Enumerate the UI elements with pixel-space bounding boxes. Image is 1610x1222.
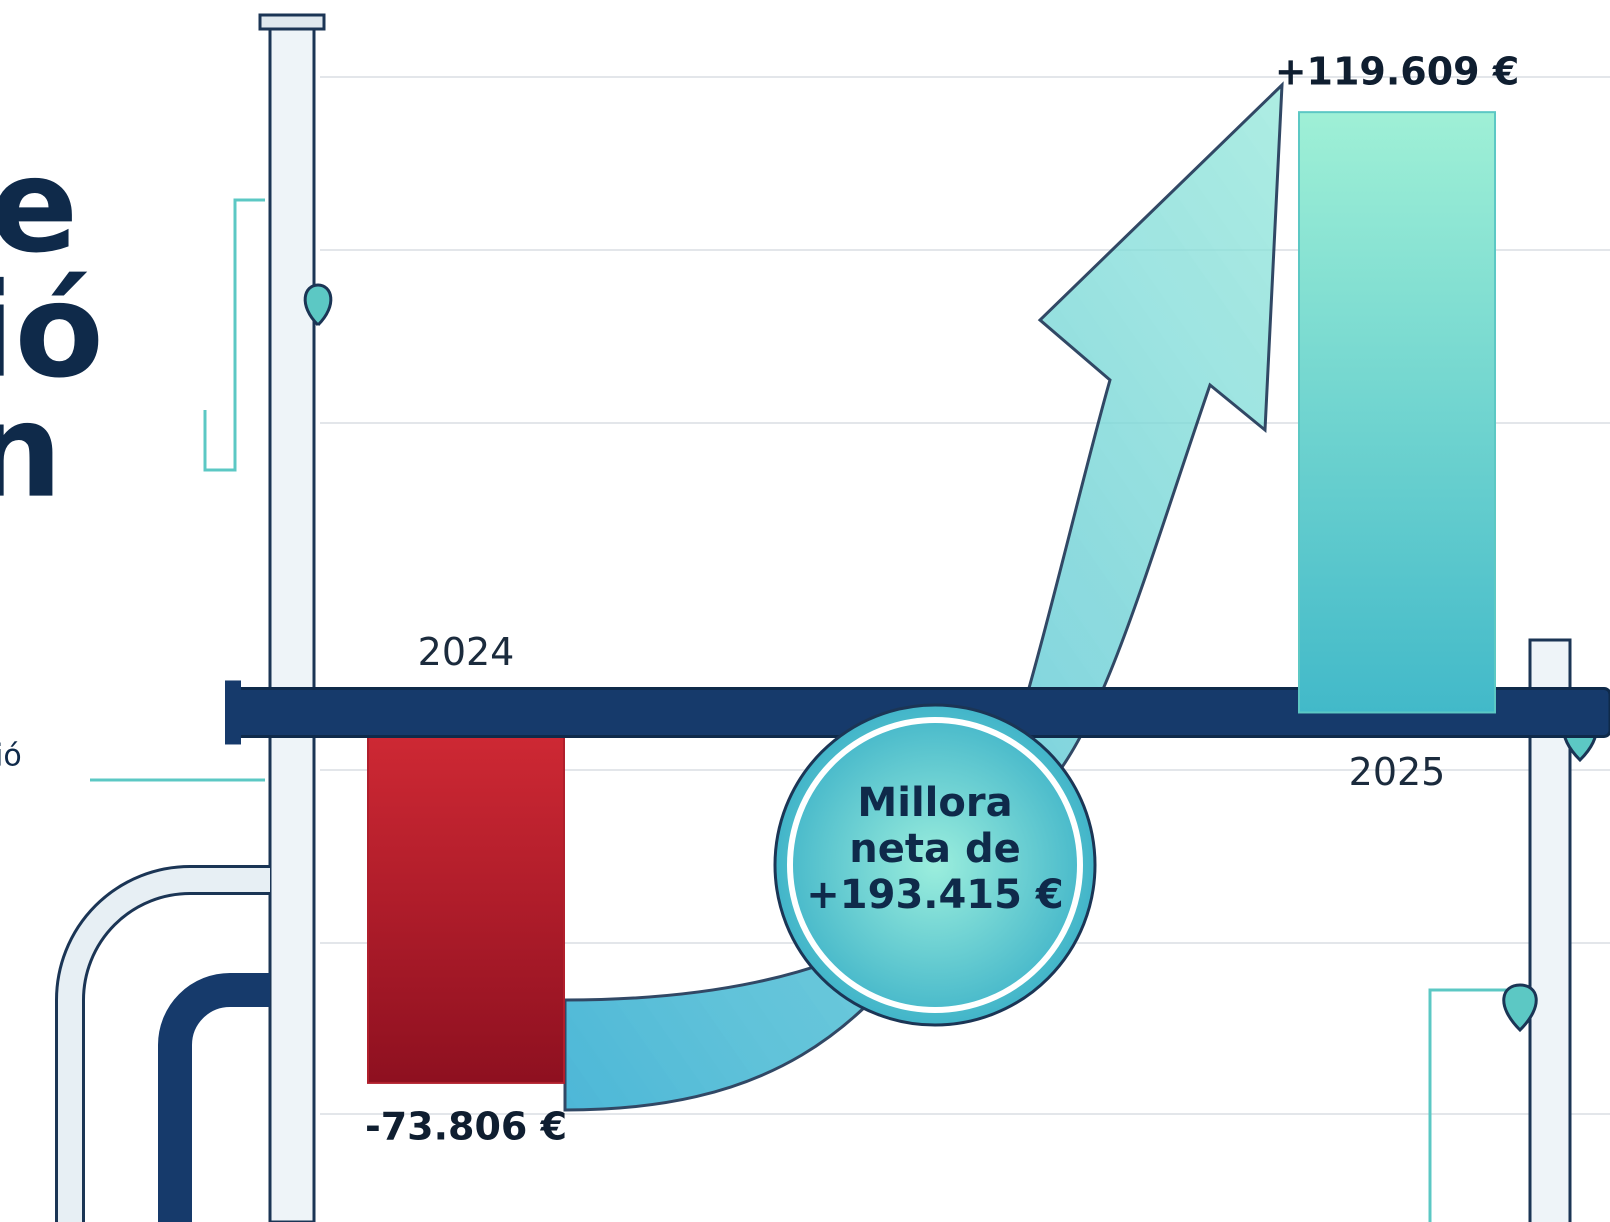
title-line: ió [0, 255, 104, 407]
title-line: e [0, 130, 78, 282]
bubble [773, 703, 1097, 1027]
category-label: 2024 [418, 630, 515, 674]
value-label: -73.806 € [365, 1104, 567, 1148]
side-note: ió [0, 739, 22, 774]
annotation: Millora neta de +193.415 € [806, 780, 1064, 918]
category-label: 2025 [1349, 750, 1446, 794]
axis-cap [225, 680, 241, 745]
title-line: n [0, 375, 63, 527]
value-label: +119.609 € [1275, 50, 1520, 94]
bar [367, 711, 565, 1084]
bubble-ring [787, 717, 1083, 1013]
pipes-decoration [55, 13, 1598, 1222]
bar [1298, 111, 1496, 714]
